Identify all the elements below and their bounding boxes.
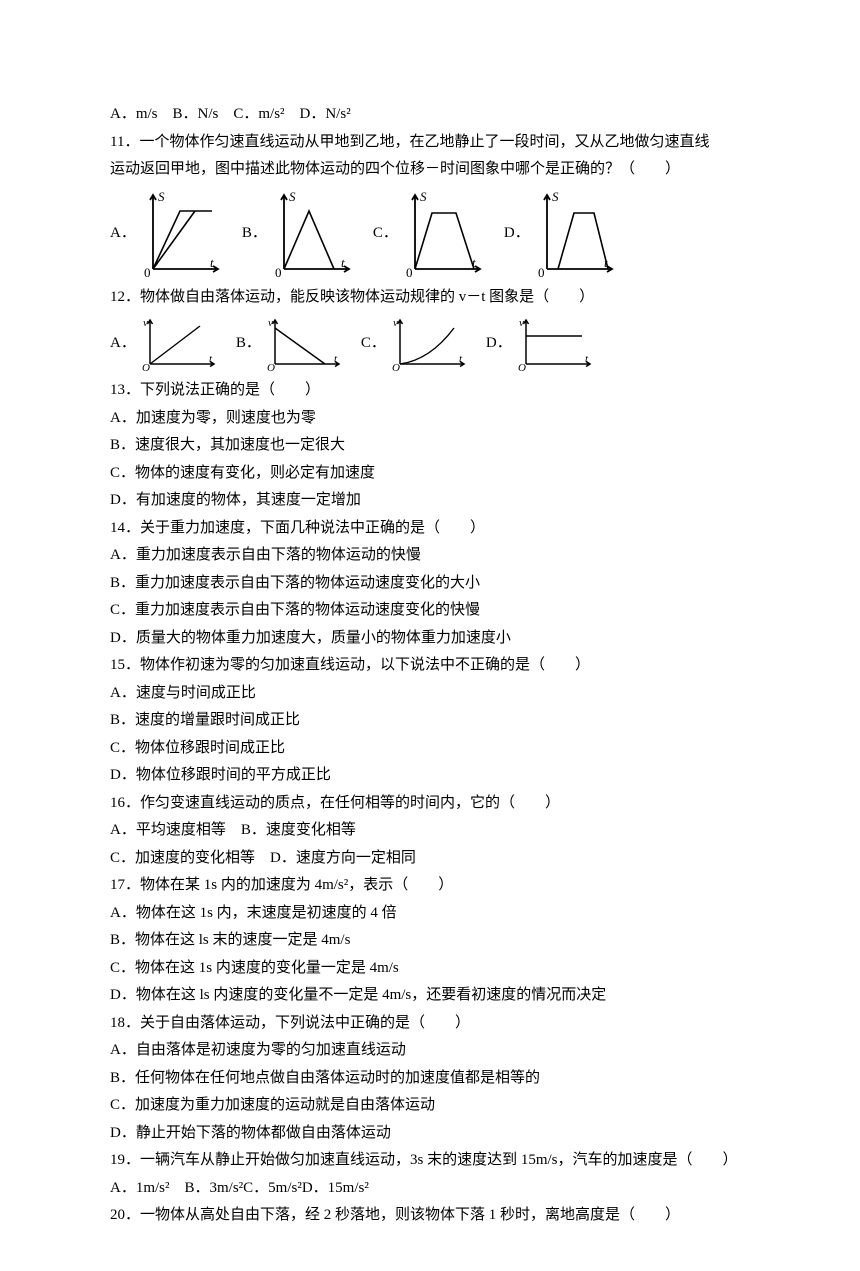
q12-graph-a: v t O [140, 316, 218, 372]
svg-text:0: 0 [406, 265, 413, 279]
q12-graph-d: v t O [516, 316, 594, 372]
svg-text:0: 0 [144, 265, 151, 279]
q11-opt-c: C． S t 0 [373, 189, 486, 279]
q11-graph-b: S t 0 [271, 189, 355, 279]
q12-label-b: B． [236, 331, 261, 357]
q12-graph-c: v t O [390, 316, 468, 372]
svg-text:S: S [552, 189, 559, 204]
q14-b: B．重力加速度表示自由下落的物体运动速度变化的大小 [110, 571, 750, 597]
q18-b: B．任何物体在任何地点做自由落体运动时的加速度值都是相等的 [110, 1066, 750, 1092]
q14-stem: 14．关于重力加速度，下面几种说法中正确的是（ ） [110, 516, 750, 542]
svg-text:0: 0 [538, 265, 545, 279]
q12-graphs: A． v t O B． v t O C． v t O [110, 316, 750, 372]
svg-text:O: O [518, 362, 526, 372]
svg-text:O: O [267, 362, 275, 372]
q12-opt-d: D． v t O [486, 316, 594, 372]
q14-d: D．质量大的物体重力加速度大，质量小的物体重力加速度小 [110, 626, 750, 652]
q17-a: A．物体在这 1s 内，末速度是初速度的 4 倍 [110, 901, 750, 927]
svg-text:O: O [142, 362, 150, 372]
q11-stem-line2: 运动返回甲地，图中描述此物体运动的四个位移－时间图象中哪个是正确的？（ ） [110, 157, 750, 183]
svg-text:O: O [392, 362, 400, 372]
q12-opt-c: C． v t O [361, 316, 468, 372]
q11-graph-c: S t 0 [402, 189, 486, 279]
q12-label-a: A． [110, 331, 136, 357]
q13-stem: 13．下列说法正确的是（ ） [110, 378, 750, 404]
q17-c: C．物体在这 1s 内速度的变化量一定是 4m/s [110, 956, 750, 982]
q19-opts: A．1m/s² B．3m/s²C．5m/s²D．15m/s² [110, 1176, 750, 1202]
q11-label-d: D． [504, 221, 530, 247]
q15-d: D．物体位移跟时间的平方成正比 [110, 763, 750, 789]
q15-stem: 15．物体作初速为零的匀加速直线运动，以下说法中不正确的是（ ） [110, 653, 750, 679]
q11-label-b: B． [242, 221, 267, 247]
svg-text:t: t [210, 255, 214, 270]
q10-options: A．m/s B．N/s C．m/s² D．N/s² [110, 102, 750, 128]
q15-b: B．速度的增量跟时间成正比 [110, 708, 750, 734]
svg-text:v: v [268, 317, 273, 329]
q14-a: A．重力加速度表示自由下落的物体运动的快慢 [110, 543, 750, 569]
q16-stem: 16．作匀变速直线运动的质点，在任何相等的时间内，它的（ ） [110, 791, 750, 817]
q11-stem-line1: 11．一个物体作匀速直线运动从甲地到乙地，在乙地静止了一段时间，又从乙地做匀速直… [110, 130, 750, 156]
q13-b: B．速度很大，其加速度也一定很大 [110, 433, 750, 459]
q12-stem: 12．物体做自由落体运动，能反映该物体运动规律的 v－t 图象是（ ） [110, 285, 750, 311]
q17-d: D．物体在这 ls 内速度的变化量不一定是 4m/s，还要看初速度的情况而决定 [110, 983, 750, 1009]
svg-text:v: v [519, 317, 524, 329]
q11-graphs: A． S t 0 B． S t 0 C． S t 0 [110, 189, 750, 279]
svg-text:0: 0 [275, 265, 282, 279]
q12-label-c: C． [361, 331, 386, 357]
q14-c: C．重力加速度表示自由下落的物体运动速度变化的快慢 [110, 598, 750, 624]
svg-text:S: S [420, 189, 427, 204]
q11-opt-d: D． S t 0 [504, 189, 618, 279]
q18-a: A．自由落体是初速度为零的匀加速直线运动 [110, 1038, 750, 1064]
q18-c: C．加速度为重力加速度的运动就是自由落体运动 [110, 1093, 750, 1119]
q13-d: D．有加速度的物体，其速度一定增加 [110, 488, 750, 514]
q15-c: C．物体位移跟时间成正比 [110, 736, 750, 762]
q13-a: A．加速度为零，则速度也为零 [110, 406, 750, 432]
q17-stem: 17．物体在某 1s 内的加速度为 4m/s²，表示（ ） [110, 873, 750, 899]
q16-ab: A．平均速度相等 B．速度变化相等 [110, 818, 750, 844]
svg-text:S: S [289, 189, 296, 204]
q19-stem: 19．一辆汽车从静止开始做匀加速直线运动，3s 末的速度达到 15m/s，汽车的… [110, 1148, 750, 1174]
q11-label-c: C． [373, 221, 398, 247]
q11-graph-d: S t 0 [534, 189, 618, 279]
q11-label-a: A． [110, 221, 136, 247]
q12-label-d: D． [486, 331, 512, 357]
q11-graph-a: S t 0 [140, 189, 224, 279]
q17-b: B．物体在这 ls 末的速度一定是 4m/s [110, 928, 750, 954]
q15-a: A．速度与时间成正比 [110, 681, 750, 707]
q12-opt-b: B． v t O [236, 316, 343, 372]
svg-text:t: t [341, 255, 345, 270]
svg-text:v: v [143, 317, 148, 329]
svg-text:S: S [158, 189, 165, 204]
q13-c: C．物体的速度有变化，则必定有加速度 [110, 461, 750, 487]
q18-d: D．静止开始下落的物体都做自由落体运动 [110, 1121, 750, 1147]
q18-stem: 18．关于自由落体运动，下列说法中正确的是（ ） [110, 1011, 750, 1037]
q11-opt-a: A． S t 0 [110, 189, 224, 279]
q16-cd: C．加速度的变化相等 D．速度方向一定相同 [110, 846, 750, 872]
svg-text:v: v [393, 317, 398, 329]
q11-opt-b: B． S t 0 [242, 189, 355, 279]
q12-graph-b: v t O [265, 316, 343, 372]
q12-opt-a: A． v t O [110, 316, 218, 372]
